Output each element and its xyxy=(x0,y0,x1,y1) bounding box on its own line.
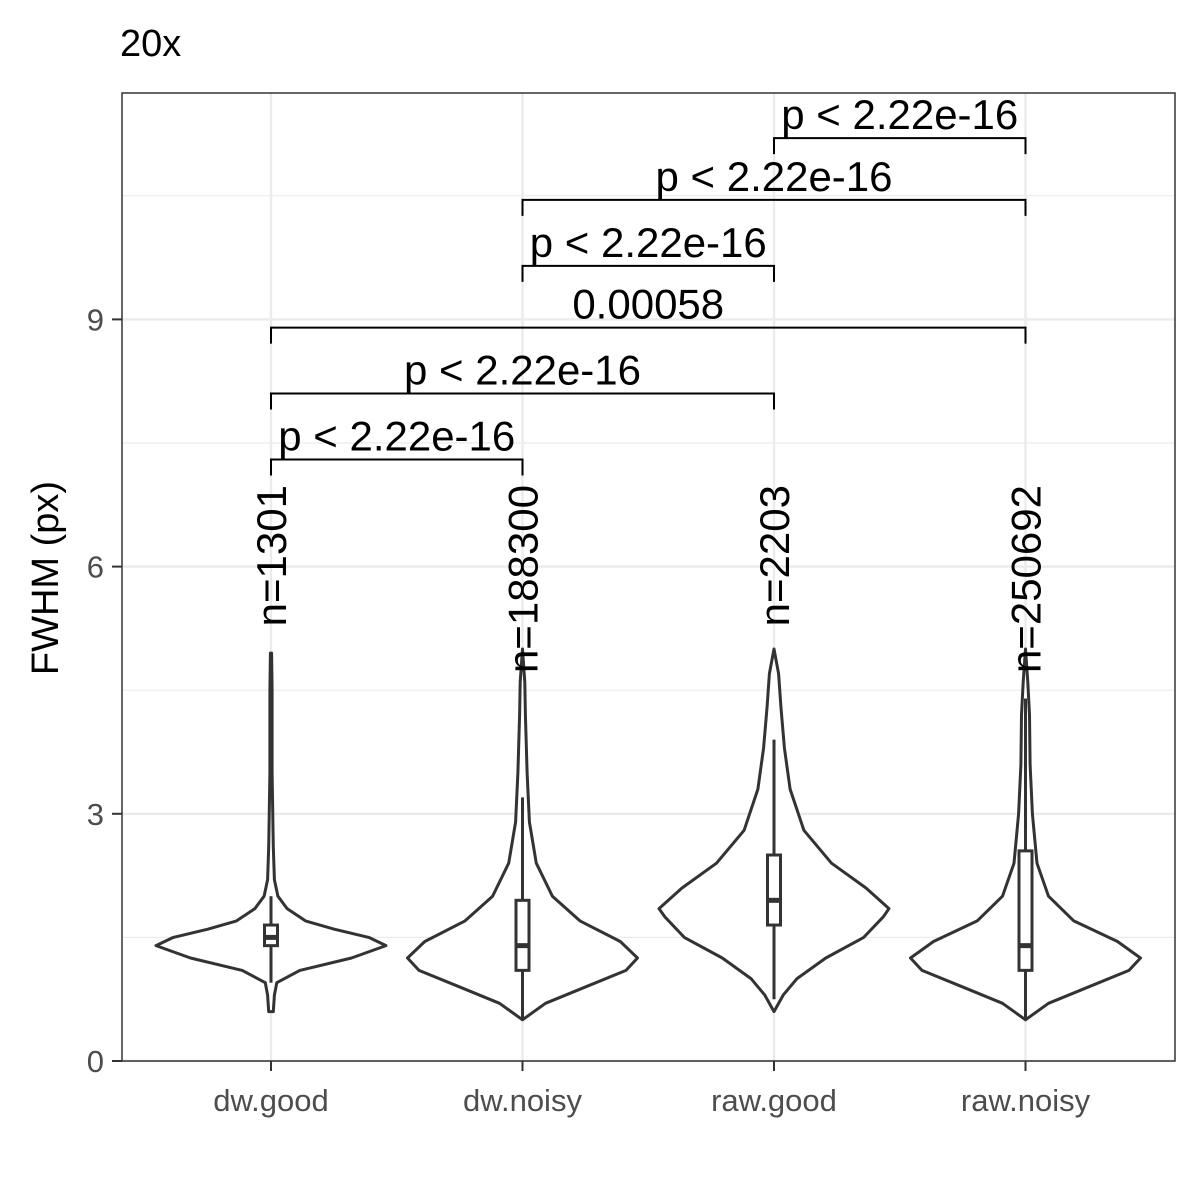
bracket-line xyxy=(521,264,775,282)
bracket-pvalue-label: p < 2.22e-16 xyxy=(655,153,892,200)
box-iqr xyxy=(1017,849,1034,972)
bracket-dw.noisy-raw.noisy: p < 2.22e-16 xyxy=(521,153,1027,216)
violin-raw.noisy xyxy=(909,647,1142,1022)
grid-lines xyxy=(122,93,1175,1063)
n-label-dw.noisy: n=188300 xyxy=(500,485,547,673)
violin-raw.good xyxy=(657,647,891,1014)
n-label-dw.good: n=1301 xyxy=(248,485,295,626)
violins xyxy=(154,647,1142,1022)
bracket-pvalue-label: p < 2.22e-16 xyxy=(530,219,767,266)
y-axis-title: FWHM (px) xyxy=(25,481,67,675)
y-tick-label: 3 xyxy=(87,797,104,832)
bracket-line xyxy=(270,392,775,410)
bracket-pvalue-label: p < 2.22e-16 xyxy=(781,91,1018,138)
bracket-pvalue-label: p < 2.22e-16 xyxy=(278,412,515,459)
y-tick-label: 0 xyxy=(87,1044,104,1079)
plot-panel-border xyxy=(121,92,1176,1062)
axes: 0 3 6 9 dw.good dw.noisy raw.good raw.noisy xyxy=(87,302,1091,1118)
x-tick-label-dw.good: dw.good xyxy=(213,1083,329,1118)
n-label-raw.noisy: n=250692 xyxy=(1003,485,1050,673)
sample-size-labels: n=1301 n=188300 n=2203 n=250692 xyxy=(248,485,1050,673)
comparison-brackets: p < 2.22e-16 p < 2.22e-16 0.00058 p < 2.22e… xyxy=(270,91,1027,476)
bracket-dw.good-raw.noisy: 0.00058 xyxy=(270,281,1027,344)
bracket-line xyxy=(773,137,1027,155)
chart-title: 20x xyxy=(120,23,181,65)
n-label-raw.good: n=2203 xyxy=(751,485,798,626)
violin-outline xyxy=(154,651,388,1014)
x-tick-label-dw.noisy: dw.noisy xyxy=(463,1083,582,1118)
x-tick-label-raw.noisy: raw.noisy xyxy=(961,1083,1091,1118)
box-iqr xyxy=(766,853,782,927)
x-tick-label-raw.good: raw.good xyxy=(711,1083,837,1118)
bracket-pvalue-label: p < 2.22e-16 xyxy=(404,347,641,394)
violin-dw.noisy xyxy=(406,647,639,1022)
bracket-dw.good-dw.noisy: p < 2.22e-16 xyxy=(270,412,524,476)
violin-dw.good xyxy=(154,651,388,1014)
bracket-line xyxy=(521,198,1027,216)
bracket-pvalue-label: 0.00058 xyxy=(572,281,724,328)
bracket-line xyxy=(270,326,1027,344)
bracket-dw.noisy-raw.good: p < 2.22e-16 xyxy=(521,219,775,282)
bracket-dw.good-raw.good: p < 2.22e-16 xyxy=(270,347,775,410)
y-tick-label: 6 xyxy=(87,550,104,585)
bracket-raw.good-raw.noisy: p < 2.22e-16 xyxy=(773,91,1027,155)
bracket-line xyxy=(270,458,524,476)
box-iqr xyxy=(514,898,531,972)
y-tick-label: 9 xyxy=(87,302,104,337)
